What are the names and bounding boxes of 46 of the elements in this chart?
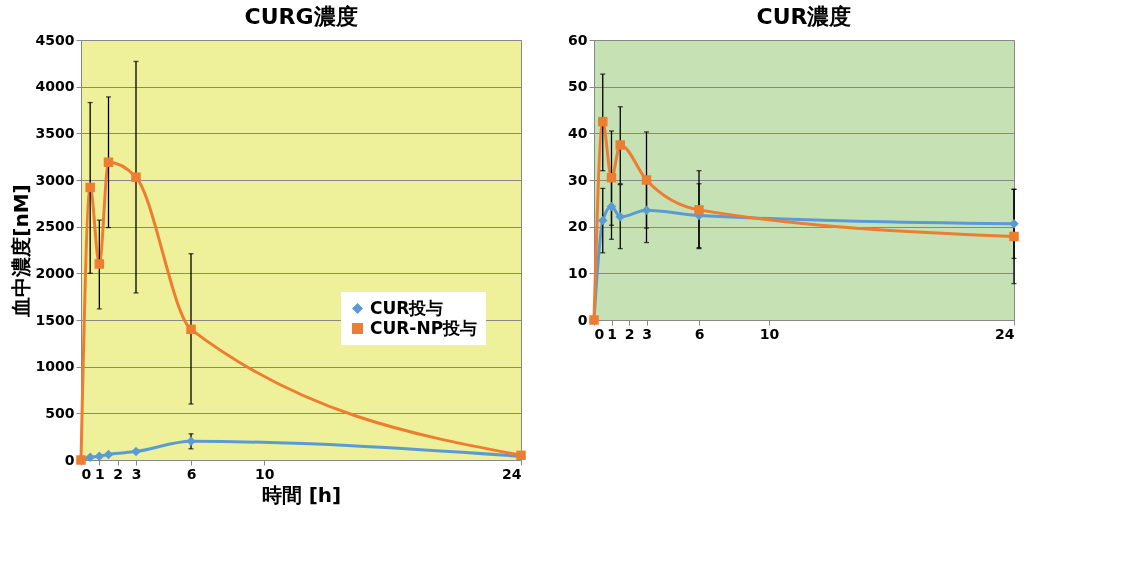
x-tick-label: 1 bbox=[94, 465, 105, 482]
point bbox=[641, 175, 652, 185]
x-tick-label: 6 bbox=[694, 325, 705, 342]
point bbox=[598, 116, 608, 127]
x-tick-label: 2 bbox=[624, 325, 635, 342]
point bbox=[598, 215, 608, 226]
point bbox=[694, 205, 704, 215]
chart-title: CURG濃度 bbox=[244, 4, 358, 29]
y-tick-label: 30 bbox=[568, 171, 588, 188]
x-tick-label: 3 bbox=[642, 325, 652, 342]
legend-label: CUR投与 bbox=[370, 297, 444, 318]
y-axis-title: 血中濃度[nM] bbox=[8, 184, 33, 318]
y-tick-label: 2500 bbox=[35, 218, 75, 235]
y-tick-label: 2000 bbox=[35, 264, 75, 281]
y-tick-label: 60 bbox=[568, 31, 588, 48]
y-tick-label: 1000 bbox=[35, 358, 75, 375]
y-tick-label: 20 bbox=[568, 218, 588, 235]
y-tick-label: 0 bbox=[64, 451, 75, 468]
y-tick-label: 500 bbox=[45, 404, 75, 421]
x-tick-label: 24 bbox=[995, 325, 1015, 342]
point bbox=[615, 212, 625, 222]
x-tick-label: 0 bbox=[81, 465, 92, 482]
y-tick-label: 0 bbox=[577, 311, 588, 328]
point bbox=[606, 201, 617, 212]
point bbox=[615, 140, 625, 150]
x-tick-label: 3 bbox=[131, 465, 142, 482]
x-tick-label: 24 bbox=[502, 465, 522, 482]
legend-label: CUR-NP投与 bbox=[370, 317, 478, 338]
y-tick-label: 4500 bbox=[35, 31, 75, 48]
y-tick-label: 40 bbox=[568, 124, 588, 141]
y-tick-label: 4000 bbox=[35, 78, 75, 95]
chart-title: CUR濃度 bbox=[756, 4, 852, 29]
x-axis-title: 時間 [h] bbox=[261, 482, 342, 507]
y-tick-label: 3000 bbox=[35, 171, 75, 188]
x-tick-label: 1 bbox=[607, 325, 617, 342]
x-tick-label: 10 bbox=[759, 325, 780, 342]
y-tick-label: 1500 bbox=[35, 311, 75, 328]
x-tick-label: 10 bbox=[255, 465, 275, 482]
x-tick-label: 0 bbox=[594, 325, 605, 342]
y-tick-label: 50 bbox=[568, 78, 588, 95]
point bbox=[606, 172, 617, 183]
y-tick-label: 10 bbox=[568, 264, 588, 281]
y-tick-label: 3500 bbox=[35, 124, 75, 141]
point bbox=[1009, 231, 1019, 242]
x-tick-label: 2 bbox=[113, 465, 124, 482]
x-tick-label: 6 bbox=[186, 465, 197, 482]
